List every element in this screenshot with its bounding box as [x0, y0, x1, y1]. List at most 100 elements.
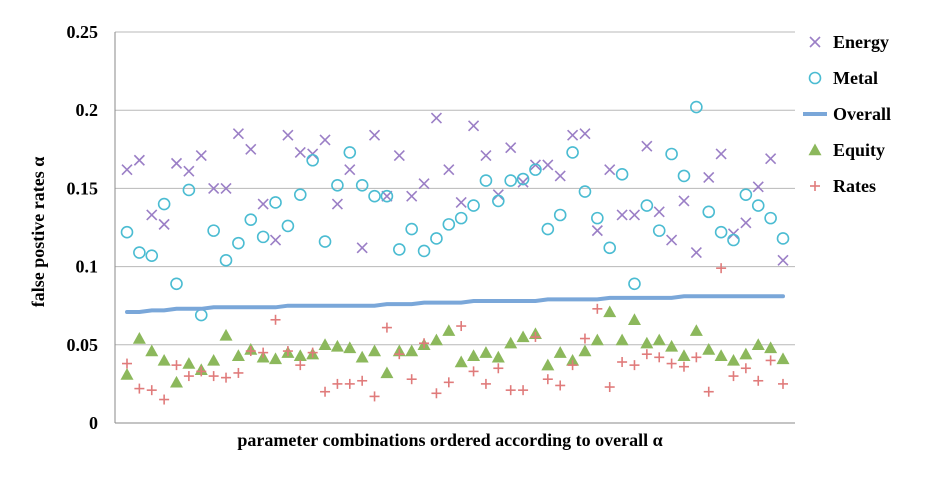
- energy-point: [678, 195, 690, 207]
- rates-point: [134, 383, 145, 394]
- energy-point-stroke: [282, 129, 294, 141]
- energy-point: [344, 164, 356, 176]
- energy-point: [529, 159, 542, 171]
- energy-point-stroke: [406, 190, 418, 202]
- energy-point-stroke: [653, 206, 665, 218]
- energy-point: [282, 129, 294, 141]
- rates-point: [221, 372, 232, 383]
- energy-point-stroke: [567, 129, 579, 141]
- rates-point: [307, 347, 318, 358]
- legend-item-rates: Rates: [810, 176, 876, 196]
- energy-point: [579, 128, 591, 140]
- rates-point: [518, 385, 529, 396]
- equity-point: [491, 350, 505, 363]
- rates-point: [171, 360, 182, 371]
- energy-point-stroke: [344, 164, 356, 176]
- legend-label-energy: Energy: [833, 32, 889, 52]
- metal-point: [492, 194, 505, 208]
- rates-point: [716, 263, 727, 274]
- rates-point: [320, 386, 331, 397]
- series-metal: [120, 100, 790, 322]
- rates-point: [542, 374, 553, 385]
- energy-point-stroke: [666, 234, 678, 246]
- equity-point: [541, 358, 555, 371]
- y-tick-label: 0: [89, 413, 98, 433]
- energy-point-stroke: [368, 129, 381, 141]
- metal-point: [603, 241, 617, 255]
- rates-point: [258, 347, 269, 358]
- overall-line: [125, 294, 785, 314]
- equity-point: [702, 342, 716, 355]
- energy-point: [294, 146, 306, 158]
- legend-swatch-energy-stroke: [809, 36, 821, 48]
- energy-point-stroke: [542, 159, 554, 171]
- metal-point: [145, 249, 159, 262]
- metal-point: [640, 199, 654, 212]
- equity-point: [368, 344, 382, 357]
- metal-point: [219, 254, 233, 267]
- rates-point: [122, 358, 132, 369]
- legend: Energy Metal Overall Equity Rates: [803, 32, 891, 196]
- metal-point: [232, 236, 245, 250]
- rates-point: [778, 378, 788, 389]
- metal-point: [430, 232, 443, 245]
- energy-point: [628, 209, 641, 221]
- legend-item-metal: Metal: [808, 68, 878, 88]
- energy-point: [468, 120, 480, 132]
- energy-point: [319, 134, 331, 146]
- energy-point-stroke: [678, 195, 690, 207]
- equity-point: [182, 357, 196, 369]
- energy-point-stroke: [257, 198, 269, 210]
- metal-point: [702, 205, 716, 219]
- energy-point-stroke: [616, 209, 628, 221]
- equity-point: [764, 341, 778, 354]
- rates-point: [431, 388, 442, 399]
- rates-point: [295, 360, 306, 371]
- series-energy: [121, 112, 789, 266]
- energy-point: [146, 209, 158, 221]
- equity-point: [479, 346, 493, 358]
- metal-point: [170, 277, 183, 291]
- equity-point: [739, 347, 753, 360]
- metal-point: [665, 147, 678, 161]
- rates-point: [196, 366, 207, 377]
- equity-point: [504, 336, 518, 349]
- metal-point: [578, 185, 592, 198]
- equity-point: [207, 353, 221, 366]
- metal-point: [343, 146, 357, 159]
- equity-point: [120, 368, 134, 380]
- energy-point: [331, 198, 343, 210]
- metal-point: [368, 189, 381, 203]
- axes: 0 0.05 0.1 0.15 0.2 0.25: [67, 22, 795, 433]
- energy-point: [567, 129, 579, 141]
- equity-point: [454, 355, 468, 368]
- y-tick-label: 0.15: [67, 178, 99, 198]
- equity-point: [293, 349, 307, 361]
- metal-point: [133, 246, 146, 259]
- equity-point: [516, 330, 530, 343]
- metal-point: [479, 174, 493, 187]
- energy-point-stroke: [690, 246, 702, 259]
- rates-point: [146, 385, 157, 396]
- y-tick-label: 0.25: [67, 22, 99, 42]
- metal-point: [553, 208, 567, 222]
- y-tick-label: 0.1: [76, 257, 99, 277]
- energy-point-stroke: [505, 142, 517, 154]
- rates-point: [629, 360, 640, 371]
- equity-point: [145, 344, 159, 357]
- equity-point: [219, 328, 233, 341]
- energy-point-stroke: [146, 209, 158, 221]
- metal-point: [516, 172, 530, 186]
- rates-point: [159, 394, 170, 405]
- equity-point: [132, 332, 146, 344]
- rates-point: [617, 357, 628, 368]
- legend-swatch-energy: [809, 36, 821, 48]
- metal-point: [454, 211, 468, 225]
- rates-point: [381, 322, 392, 333]
- legend-label-metal: Metal: [833, 68, 878, 88]
- equity-point: [170, 375, 184, 388]
- equity-point: [343, 341, 357, 354]
- energy-point-stroke: [443, 164, 455, 176]
- rates-point: [740, 363, 751, 374]
